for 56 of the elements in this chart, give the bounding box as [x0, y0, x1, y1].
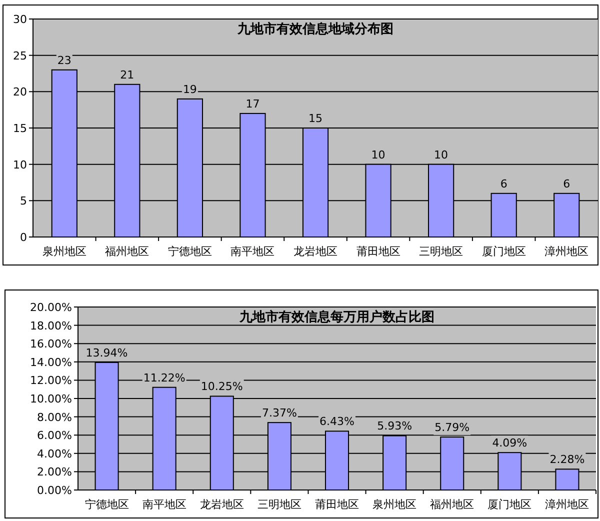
y-tick-label: 5: [20, 194, 27, 208]
data-label: 17: [246, 97, 260, 110]
y-tick-label: 10: [13, 158, 27, 172]
x-tick-label: 漳州地区: [544, 245, 589, 258]
x-tick-label: 莆田地区: [315, 498, 359, 511]
data-label: 10: [434, 148, 448, 162]
x-tick-label: 厦门地区: [482, 245, 526, 258]
x-tick-label: 莆田地区: [356, 245, 400, 258]
y-tick-label: 10.00%: [30, 392, 72, 406]
x-tick-label: 泉州地区: [42, 245, 86, 258]
y-tick-label: 25: [13, 49, 27, 62]
data-label: 7.37%: [262, 406, 297, 420]
data-label: 5.79%: [434, 421, 470, 434]
y-tick-label: 20: [13, 86, 27, 99]
data-label: 23: [57, 54, 72, 67]
x-tick-label: 南平地区: [142, 498, 186, 511]
y-tick-label: 16.00%: [30, 338, 72, 351]
x-tick-label: 漳州地区: [545, 498, 590, 511]
x-tick-label: 龙岩地区: [200, 498, 244, 511]
data-label: 5.93%: [377, 420, 412, 433]
y-tick-label: 0: [20, 231, 27, 244]
y-tick-label: 6.00%: [37, 429, 72, 442]
data-label: 13.94%: [86, 346, 128, 360]
x-tick-label: 宁德地区: [168, 245, 212, 258]
data-label: 10: [371, 148, 386, 162]
data-label: 4.09%: [492, 436, 528, 450]
x-tick-label: 泉州地区: [372, 498, 417, 511]
data-label: 6: [563, 177, 570, 190]
y-tick-label: 2.00%: [37, 466, 72, 479]
x-tick-label: 福州地区: [105, 245, 150, 258]
data-label: 6.43%: [320, 415, 354, 428]
x-tick-label: 龙岩地区: [294, 245, 338, 258]
data-label: 15: [308, 112, 322, 125]
x-tick-label: 宁德地区: [84, 498, 129, 511]
data-label: 2.28%: [550, 453, 585, 466]
y-tick-label: 30: [13, 13, 27, 26]
y-tick-label: 20.00%: [30, 301, 72, 314]
x-tick-label: 三明地区: [419, 245, 464, 258]
y-tick-label: 4.00%: [37, 447, 72, 460]
data-label: 19: [182, 82, 197, 96]
data-label: 11.22%: [143, 371, 186, 384]
y-tick-label: 14.00%: [30, 356, 72, 369]
y-tick-label: 18.00%: [30, 319, 72, 332]
data-label: 6: [500, 177, 508, 190]
x-tick-label: 福州地区: [430, 498, 474, 511]
y-tick-label: 8.00%: [37, 410, 72, 424]
data-label: 21: [120, 68, 134, 82]
data-label: 10.25%: [200, 380, 243, 394]
y-tick-label: 15: [13, 122, 27, 135]
y-tick-label: 0.00%: [37, 484, 72, 497]
chart-title: 九地市有效信息地域分布图: [236, 21, 394, 37]
x-tick-label: 三明地区: [257, 498, 302, 511]
y-tick-label: 12.00%: [30, 374, 72, 388]
x-tick-label: 南平地区: [230, 245, 275, 258]
x-tick-label: 厦门地区: [488, 498, 532, 511]
chart-title: 九地市有效信息每万用户数占比图: [238, 309, 434, 325]
